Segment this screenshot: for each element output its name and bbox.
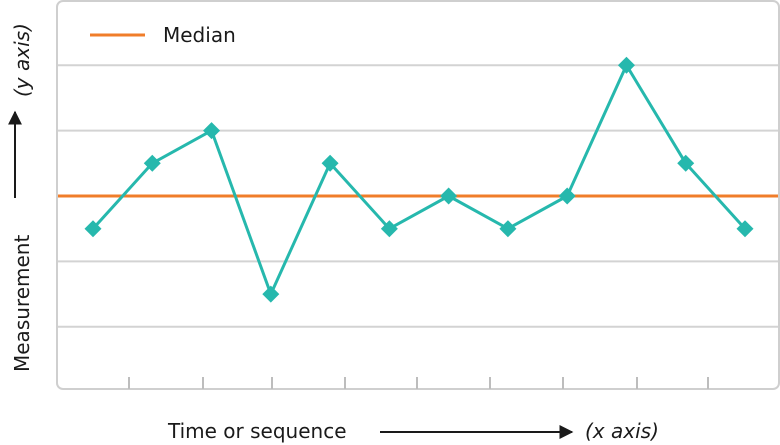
y-axis-title: Measurement	[10, 235, 34, 372]
x-axis-label: Time or sequence (x axis)	[167, 419, 659, 443]
series-group	[84, 56, 754, 303]
data-point	[677, 154, 695, 172]
data-point	[617, 56, 635, 74]
data-point	[262, 285, 280, 303]
data-point	[736, 220, 754, 238]
y-axis-tag: (y axis)	[10, 23, 34, 97]
data-point	[84, 220, 102, 238]
data-point	[499, 220, 517, 238]
data-point	[380, 220, 398, 238]
grid-lines	[58, 64, 778, 328]
x-axis-tag: (x axis)	[585, 419, 659, 443]
legend-median-label: Median	[163, 23, 236, 47]
data-point	[203, 122, 221, 140]
data-point	[558, 187, 576, 205]
x-axis-ticks	[128, 377, 709, 389]
x-axis-title: Time or sequence	[167, 419, 347, 443]
data-point	[321, 154, 339, 172]
data-point	[143, 154, 161, 172]
legend: Median	[90, 23, 236, 47]
series-line	[91, 63, 747, 296]
data-point	[440, 187, 458, 205]
y-axis-label: Measurement (y axis)	[7, 23, 34, 372]
